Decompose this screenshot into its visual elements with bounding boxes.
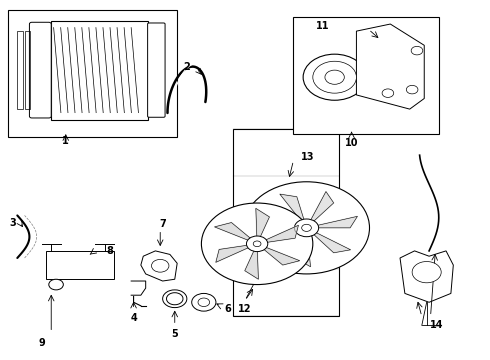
Polygon shape [131,281,146,295]
Circle shape [303,54,366,100]
Circle shape [325,70,344,84]
FancyBboxPatch shape [294,17,439,134]
Polygon shape [280,194,307,228]
Circle shape [412,261,441,283]
Circle shape [244,182,369,274]
Circle shape [49,279,63,290]
Text: 11: 11 [316,21,329,31]
Circle shape [294,219,319,237]
Circle shape [406,85,418,94]
FancyBboxPatch shape [147,23,165,117]
Polygon shape [141,251,177,281]
Circle shape [246,236,268,252]
Text: 6: 6 [225,304,231,314]
Polygon shape [254,214,307,228]
Polygon shape [400,251,453,302]
FancyBboxPatch shape [29,22,51,118]
Circle shape [302,224,311,231]
Text: 2: 2 [183,62,190,72]
Circle shape [151,260,169,272]
Polygon shape [307,228,350,253]
Polygon shape [215,222,257,244]
Bar [233,129,340,316]
Polygon shape [216,244,257,262]
Circle shape [201,203,313,284]
Circle shape [253,241,261,247]
Text: 10: 10 [345,138,358,148]
Text: 3: 3 [9,217,16,228]
Bar [51,21,148,120]
Text: 1: 1 [62,136,69,146]
Text: 9: 9 [38,338,45,348]
Polygon shape [307,216,357,228]
Text: 7: 7 [159,219,166,229]
Polygon shape [257,244,300,265]
Bar [17,31,23,109]
Circle shape [313,61,356,93]
Polygon shape [47,251,114,279]
Text: 14: 14 [430,320,443,330]
Text: 5: 5 [172,329,178,339]
Circle shape [192,293,216,311]
Polygon shape [256,208,270,244]
Text: 8: 8 [106,246,113,256]
Polygon shape [356,24,424,109]
Circle shape [198,298,210,306]
Circle shape [382,89,394,98]
Polygon shape [267,228,307,255]
Text: 12: 12 [238,304,252,314]
Polygon shape [307,192,334,228]
Bar [24,31,30,109]
FancyBboxPatch shape [8,10,177,138]
Text: 4: 4 [130,313,137,323]
Text: 13: 13 [301,152,315,162]
Polygon shape [245,244,258,279]
Polygon shape [297,228,311,267]
Circle shape [411,46,423,55]
Polygon shape [257,225,298,244]
